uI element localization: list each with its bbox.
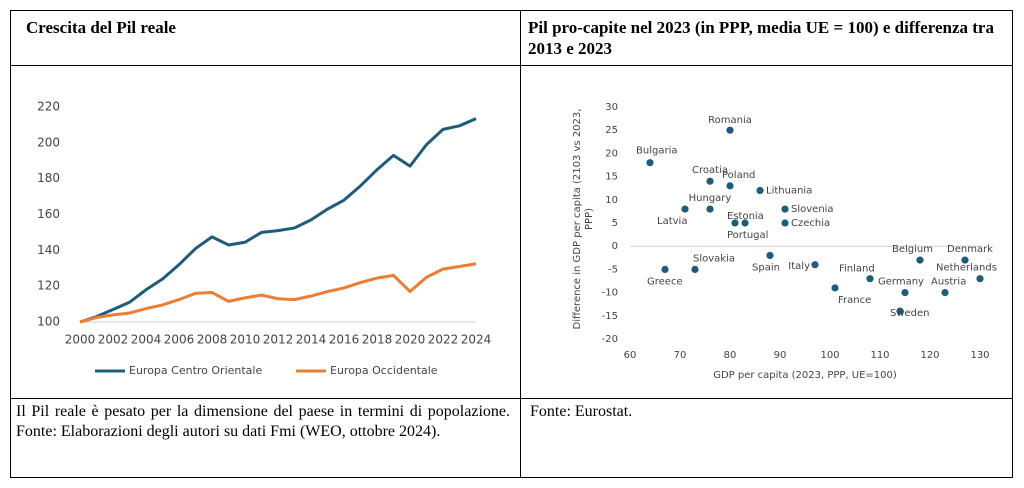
note: Il Pil reale è pesato per la dimensione … (16, 403, 510, 440)
point-label: Sweden (890, 308, 930, 319)
data-point (781, 205, 789, 213)
x-tick-label: 2016 (329, 333, 360, 347)
point-label: Croatia (692, 165, 728, 176)
y-tick-label: 120 (37, 279, 60, 293)
point-label: Slovenia (791, 204, 834, 215)
header: Crescita del Pil reale (26, 18, 176, 37)
x-tick-label: 90 (774, 350, 787, 361)
y-tick-label: 10 (605, 195, 618, 206)
data-point (896, 307, 904, 315)
point-label: Germany (878, 277, 924, 288)
x-tick-label: 70 (674, 350, 687, 361)
data-point (706, 177, 714, 185)
x-tick-label: 2018 (362, 333, 393, 347)
y-tick-label: 25 (605, 125, 618, 136)
data-point (866, 275, 874, 283)
legend-label: Europa Occidentale (330, 364, 438, 377)
y-tick-label: 100 (37, 315, 60, 329)
x-tick-label: 80 (724, 350, 737, 361)
data-line (79, 262, 477, 324)
x-tick-label: 60 (624, 350, 637, 361)
data-point (706, 205, 714, 213)
data-point (831, 284, 839, 292)
point-label: Finland (839, 264, 875, 275)
x-tick-label: 120 (920, 350, 939, 361)
data-point (661, 265, 669, 273)
data-point (726, 126, 734, 134)
x-axis-title: GDP per capita (2023, PPP, UE=100) (713, 370, 897, 381)
point-label: Denmark (947, 244, 993, 255)
x-tick-label: 100 (820, 350, 839, 361)
y-tick-label: 20 (605, 148, 618, 159)
data-point (726, 182, 734, 190)
data-point (681, 205, 689, 213)
data-point (646, 159, 654, 167)
data-point (766, 251, 774, 260)
data-point (916, 256, 924, 264)
y-tick-label: -10 (602, 288, 618, 299)
point-label: Romania (708, 115, 752, 126)
y-tick-label: 30 (605, 102, 618, 113)
data-point (961, 256, 969, 264)
point-label: Italy (788, 261, 810, 272)
table-border (10, 10, 1013, 478)
point-label: Estonia (727, 211, 764, 222)
data-point (756, 186, 764, 195)
x-tick-label: 2024 (461, 333, 492, 347)
point-label: Spain (752, 262, 780, 273)
point-label: Bulgaria (636, 146, 677, 157)
y-tick-label: -20 (602, 334, 618, 345)
x-tick-label: 130 (970, 350, 989, 361)
point-label: Latvia (657, 216, 687, 227)
note: Fonte: Eurostat. (530, 403, 633, 420)
y-tick-label: 160 (37, 207, 60, 221)
y-axis-title: Difference in GDP per capita (2103 vs 20… (572, 108, 595, 330)
point-label: France (838, 295, 871, 306)
y-tick-label: 15 (605, 172, 618, 183)
y-tick-label: -5 (608, 264, 618, 275)
data-point (731, 219, 739, 227)
point-label: Belgium (892, 244, 933, 255)
point-label: Greece (647, 276, 683, 287)
data-point (741, 219, 749, 227)
header: Pil pro-capite nel 2023 (in PPP, media U… (528, 18, 994, 58)
y-tick-label: 140 (37, 243, 60, 257)
y-tick-label: 0 (612, 241, 618, 252)
y-tick-label: 180 (37, 171, 60, 185)
point-label: Slovakia (693, 253, 735, 264)
x-tick-label: 2020 (395, 333, 426, 347)
point-label: Austria (931, 277, 966, 288)
y-tick-label: 200 (37, 135, 60, 149)
data-point (901, 289, 909, 297)
x-tick-label: 2000 (65, 333, 96, 347)
x-tick-label: 2012 (263, 333, 294, 347)
point-label: Czechia (791, 218, 830, 229)
x-tick-label: 2002 (98, 333, 129, 347)
x-tick-label: 2006 (164, 333, 195, 347)
x-tick-label: 2008 (197, 333, 228, 347)
data-point (781, 219, 789, 227)
x-tick-label: 2004 (131, 333, 162, 347)
point-label: Poland (722, 170, 755, 181)
data-line (79, 117, 477, 324)
y-tick-label: 220 (37, 100, 60, 114)
point-label: Portugal (727, 230, 768, 241)
data-point (976, 275, 984, 283)
data-point (941, 289, 949, 297)
y-tick-label: 5 (612, 218, 618, 229)
point-label: Lithuania (766, 186, 812, 197)
data-point (691, 265, 699, 273)
x-tick-label: 2022 (428, 333, 459, 347)
legend-label: Europa Centro Orientale (129, 364, 262, 377)
data-point (811, 261, 819, 269)
x-tick-label: 110 (870, 350, 889, 361)
x-tick-label: 2014 (296, 333, 327, 347)
point-label: Netherlands (936, 263, 997, 274)
x-tick-label: 2010 (230, 333, 261, 347)
point-label: Hungary (689, 193, 732, 204)
y-tick-label: -15 (602, 311, 618, 322)
